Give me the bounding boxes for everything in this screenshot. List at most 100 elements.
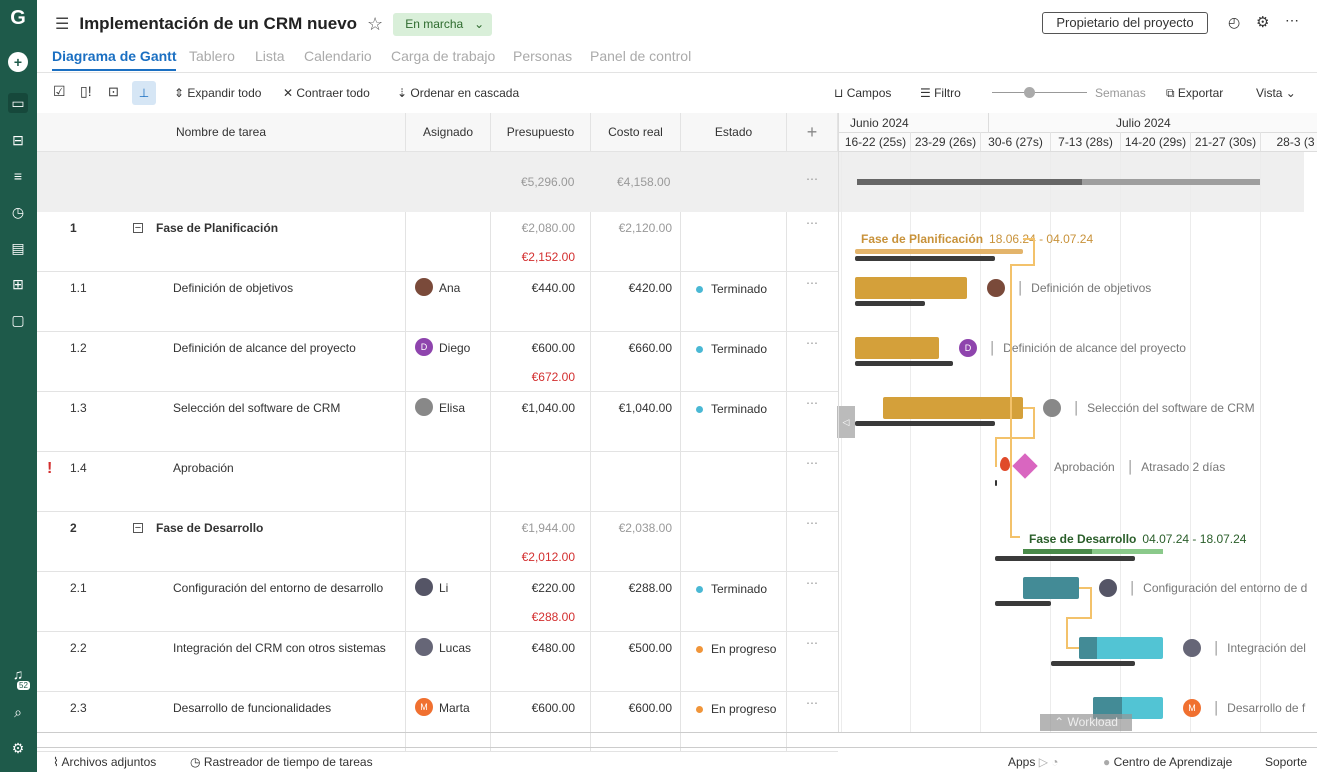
row-more-icon[interactable]: ⋯ [806, 516, 818, 530]
settings-icon[interactable]: ⚙ [1256, 14, 1270, 31]
row-more-icon[interactable]: ⋯ [806, 276, 818, 290]
search-icon[interactable]: ⌕ [14, 704, 22, 720]
col-actual-cost[interactable]: Costo real [591, 113, 681, 151]
apps-link[interactable]: Apps ▷ ◔ [1008, 755, 1059, 769]
hierarchy-icon[interactable]: ⊡ [108, 84, 119, 99]
task-name[interactable]: Configuración del entorno de desarrollo [173, 581, 384, 595]
report-icon[interactable]: ▤ [11, 240, 25, 256]
table-row[interactable]: 2 − Fase de Desarrollo €1,944.00 €2,012.00 €2… [37, 512, 838, 572]
task-name[interactable]: Desarrollo de funcionalidades [173, 701, 332, 715]
task-bar-2-2[interactable] [1079, 637, 1163, 659]
row-more-icon[interactable]: ⋯ [806, 696, 818, 710]
chat-icon[interactable]: ▢ [11, 312, 25, 328]
task-name[interactable]: Aprobación [173, 461, 234, 475]
briefcase-icon[interactable]: ⊟ [12, 132, 24, 148]
collapse-toggle-icon[interactable]: − [133, 522, 143, 534]
view-dropdown[interactable]: Vista ⌄ [1256, 86, 1296, 100]
task-name[interactable]: Definición de objetivos [173, 281, 294, 295]
table-row[interactable]: 2.2 Integración del CRM con otros sistema… [37, 632, 838, 692]
status-cell[interactable]: En progreso [696, 702, 776, 716]
history-icon[interactable]: ◴ [1228, 14, 1241, 30]
table-row[interactable]: 1.1 Definición de objetivos Ana €440.00 €420… [37, 272, 838, 332]
list-icon[interactable]: ≡ [13, 168, 23, 184]
status-cell[interactable]: Terminado [696, 282, 767, 296]
task-name[interactable]: Fase de Planificación [156, 221, 279, 235]
col-task-name[interactable]: Nombre de tarea [37, 113, 406, 151]
assignee-name[interactable]: Li [439, 581, 449, 595]
tab-people[interactable]: Personas [513, 48, 573, 64]
phase2-bar[interactable] [1092, 549, 1163, 554]
col-assignee[interactable]: Asignado [406, 113, 491, 151]
folder-icon[interactable]: ▭ [8, 93, 28, 113]
task-bar-1-3[interactable] [883, 397, 1023, 419]
collapse-all-button[interactable]: ✕ Contraer todo [283, 86, 370, 100]
table-row[interactable]: 2.3 Desarrollo de funcionalidades M Marta €6… [37, 692, 838, 752]
support-link[interactable]: Soporte [1265, 755, 1308, 769]
status-dropdown[interactable]: En marcha ⌄ [393, 12, 493, 36]
col-budget[interactable]: Presupuesto [491, 113, 591, 151]
expand-all-button[interactable]: ⇕ Expandir todo [174, 86, 261, 100]
task-name[interactable]: Integración del CRM con otros sistemas [173, 641, 386, 655]
phase1-bar[interactable] [855, 249, 1023, 254]
task-bar-2-1[interactable] [1023, 577, 1079, 599]
row-more-icon[interactable]: ⋯ [806, 636, 818, 650]
time-tracker-button[interactable]: ◷ Rastreador de tiempo de tareas [190, 755, 373, 769]
col-status[interactable]: Estado [681, 113, 787, 151]
table-row[interactable]: 1 − Fase de Planificación €2,080.00 €2,152.0… [37, 212, 838, 272]
assignee-name[interactable]: Ana [439, 281, 461, 295]
summary-more[interactable]: ⋯ [806, 172, 818, 186]
status-cell[interactable]: Terminado [696, 582, 767, 596]
tab-board[interactable]: Tablero [189, 48, 235, 64]
star-icon[interactable]: ☆ [367, 13, 384, 34]
gear-icon[interactable]: ⚙ [11, 740, 25, 756]
task-bar-1-1[interactable] [855, 277, 967, 299]
tab-calendar[interactable]: Calendario [304, 48, 372, 64]
row-more-icon[interactable]: ⋯ [806, 216, 818, 230]
assignee-name[interactable]: Diego [439, 341, 471, 355]
add-column-button[interactable]: + [787, 113, 838, 151]
tab-list[interactable]: Lista [255, 48, 285, 64]
task-name[interactable]: Fase de Desarrollo [156, 521, 264, 535]
more-icon[interactable]: ⋯ [1285, 12, 1299, 28]
task-name[interactable]: Definición de alcance del proyecto [173, 341, 356, 355]
row-more-icon[interactable]: ⋯ [806, 396, 818, 410]
add-icon[interactable]: + [8, 52, 28, 72]
row-more-icon[interactable]: ⋯ [806, 576, 818, 590]
status-cell[interactable]: Terminado [696, 342, 767, 356]
fields-button[interactable]: ⊔ Campos [834, 86, 891, 100]
task-bar-1-2[interactable] [855, 337, 939, 359]
filter-button[interactable]: ☰ Filtro [920, 86, 961, 100]
splitter-handle[interactable]: ◁ [837, 406, 855, 438]
collapse-toggle-icon[interactable]: − [133, 222, 143, 234]
apps-icon[interactable]: ⊞ [12, 276, 24, 292]
table-row[interactable]: 1.3 Selección del software de CRM Elisa €1,… [37, 392, 838, 452]
export-button[interactable]: ⧉ Exportar [1166, 86, 1223, 101]
status-cell[interactable]: Terminado [696, 402, 767, 416]
assignee-name[interactable]: Marta [439, 701, 470, 715]
clock-icon[interactable]: ◷ [11, 204, 25, 220]
status-cell[interactable]: En progreso [696, 642, 776, 656]
tab-gantt[interactable]: Diagrama de Gantt [52, 48, 177, 71]
cascade-sort-button[interactable]: ⇣ Ordenar en cascada [397, 86, 519, 100]
workload-toggle[interactable]: ⌃ Workload [1040, 714, 1132, 731]
deadline-icon[interactable]: ▯! [80, 83, 92, 99]
assignee-name[interactable]: Lucas [439, 641, 472, 655]
milestone-diamond[interactable] [1012, 453, 1038, 479]
task-name[interactable]: Selección del software de CRM [173, 401, 341, 415]
row-more-icon[interactable]: ⋯ [806, 336, 818, 350]
zoom-slider-handle[interactable] [1024, 87, 1035, 98]
row-more-icon[interactable]: ⋯ [806, 456, 818, 470]
table-row[interactable]: 2.1 Configuración del entorno de desarrol… [37, 572, 838, 632]
tab-dashboard[interactable]: Panel de control [590, 48, 692, 64]
baseline-icon[interactable]: ⊥ [132, 81, 156, 105]
table-row[interactable]: ! 1.4 Aprobación ⋯ [37, 452, 838, 512]
project-owner-button[interactable]: Propietario del proyecto [1042, 12, 1208, 34]
attachments-button[interactable]: ⌇ Archivos adjuntos [53, 755, 157, 769]
assignee-name[interactable]: Elisa [439, 401, 466, 415]
bell-icon[interactable]: ♫ [12, 666, 24, 682]
learning-center-link[interactable]: ● Centro de Aprendizaje [1103, 755, 1233, 769]
tab-workload[interactable]: Carga de trabajo [391, 48, 496, 64]
checkbox-icon[interactable]: ☑ [53, 83, 66, 99]
zoom-slider[interactable] [992, 92, 1087, 93]
table-row[interactable]: 1.2 Definición de alcance del proyecto D Di… [37, 332, 838, 392]
